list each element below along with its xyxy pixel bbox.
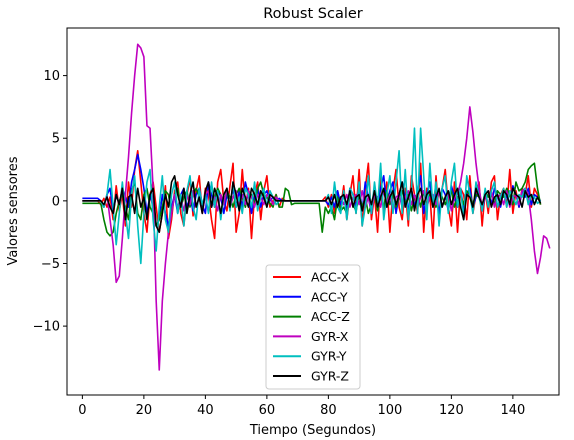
y-tick-label: −10 bbox=[33, 320, 60, 335]
y-tick-label: −5 bbox=[41, 257, 60, 272]
legend-label-gyr-x: GYR-X bbox=[311, 329, 349, 344]
x-tick-label: 80 bbox=[320, 403, 337, 418]
legend-label-acc-x: ACC-X bbox=[311, 270, 350, 285]
y-tick-label: 0 bbox=[52, 194, 60, 209]
x-tick-label: 100 bbox=[377, 403, 402, 418]
legend-label-acc-z: ACC-Z bbox=[311, 309, 350, 324]
x-tick-label: 140 bbox=[500, 403, 525, 418]
y-axis-label: Valores sensores bbox=[6, 156, 21, 265]
plot-frame bbox=[66, 27, 560, 396]
legend-label-gyr-y: GYR-Y bbox=[311, 349, 347, 364]
y-tick-label: 5 bbox=[52, 132, 60, 147]
x-axis: 0 20 40 60 80 100 120 140 bbox=[78, 395, 525, 418]
chart-title: Robust Scaler bbox=[263, 6, 363, 22]
series-line-gyr-z bbox=[82, 175, 542, 233]
legend-label-gyr-z: GYR-Z bbox=[311, 369, 349, 384]
x-axis-label: Tiempo (Segundos) bbox=[249, 423, 376, 438]
plot-area bbox=[66, 27, 560, 396]
y-axis: −10 −5 0 5 10 bbox=[33, 69, 67, 335]
x-tick-label: 0 bbox=[78, 403, 86, 418]
x-tick-label: 60 bbox=[259, 403, 276, 418]
x-tick-label: 120 bbox=[439, 403, 464, 418]
x-tick-label: 40 bbox=[197, 403, 214, 418]
legend-label-acc-y: ACC-Y bbox=[311, 289, 348, 304]
series-layer bbox=[82, 43, 551, 371]
legend: ACC-X ACC-Y ACC-Z GYR-X GYR-Y GYR-Z bbox=[265, 264, 361, 390]
y-tick-label: 10 bbox=[43, 69, 60, 84]
x-tick-label: 20 bbox=[136, 403, 153, 418]
